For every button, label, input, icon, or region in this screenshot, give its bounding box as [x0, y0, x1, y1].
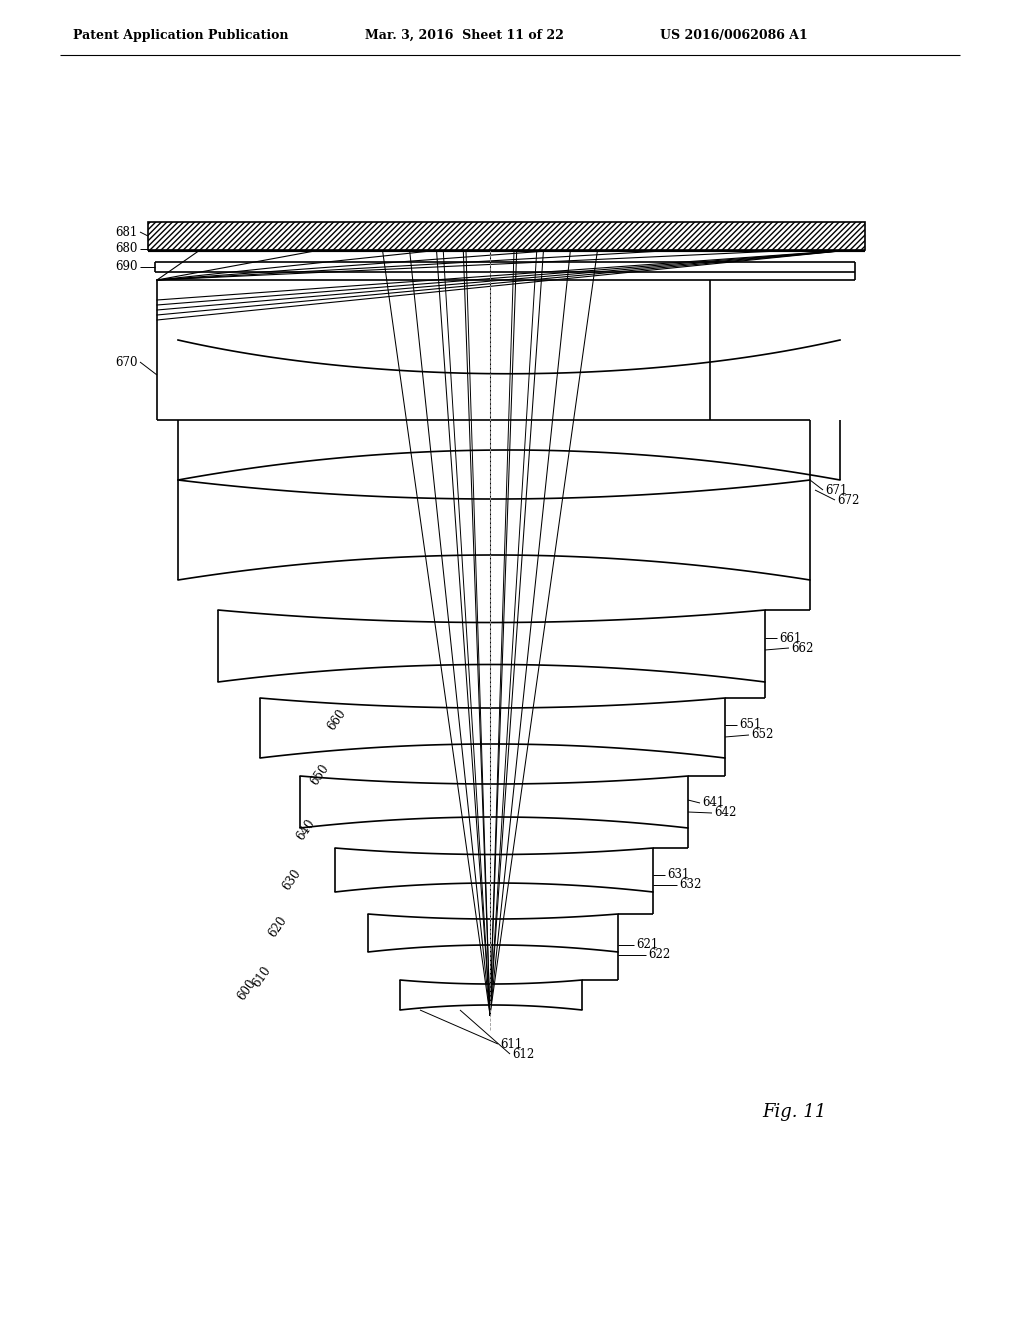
Text: 641: 641: [702, 796, 724, 809]
Text: 671: 671: [825, 483, 848, 496]
Text: 622: 622: [648, 949, 671, 961]
Text: 640: 640: [294, 817, 317, 843]
Text: 650: 650: [308, 762, 332, 788]
Text: 662: 662: [791, 642, 813, 655]
Text: Mar. 3, 2016  Sheet 11 of 22: Mar. 3, 2016 Sheet 11 of 22: [365, 29, 564, 41]
Text: 670: 670: [116, 355, 138, 368]
Text: 672: 672: [837, 494, 859, 507]
Text: 630: 630: [281, 867, 304, 892]
Text: 620: 620: [266, 915, 290, 940]
Text: 612: 612: [512, 1048, 535, 1060]
Text: 660: 660: [326, 708, 349, 733]
Text: 611: 611: [500, 1038, 522, 1051]
Text: 681: 681: [116, 226, 138, 239]
Text: 610: 610: [250, 964, 273, 990]
Text: 680: 680: [116, 243, 138, 256]
Text: 652: 652: [751, 729, 773, 742]
Bar: [148, 222, 865, 249]
Text: Patent Application Publication: Patent Application Publication: [73, 29, 289, 41]
Text: US 2016/0062086 A1: US 2016/0062086 A1: [660, 29, 808, 41]
Text: 600: 600: [236, 977, 259, 1003]
Text: Fig. 11: Fig. 11: [762, 1104, 826, 1121]
Text: 631: 631: [667, 869, 689, 882]
Text: 621: 621: [636, 939, 658, 952]
Text: 690: 690: [116, 260, 138, 273]
Text: 642: 642: [714, 807, 736, 820]
Text: 632: 632: [679, 879, 701, 891]
Text: 661: 661: [779, 631, 802, 644]
Text: 651: 651: [739, 718, 762, 731]
